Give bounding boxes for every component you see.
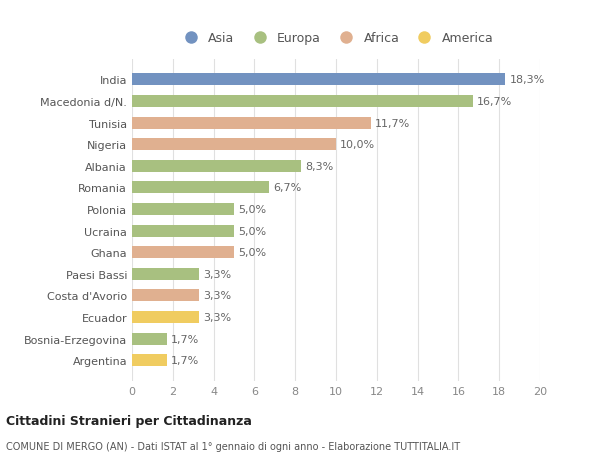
Bar	[132, 311, 199, 323]
Bar	[132, 74, 505, 86]
Bar	[132, 225, 234, 237]
Text: 11,7%: 11,7%	[375, 118, 410, 129]
Text: Cittadini Stranieri per Cittadinanza: Cittadini Stranieri per Cittadinanza	[6, 414, 252, 428]
Bar	[132, 247, 234, 258]
Text: 3,3%: 3,3%	[203, 269, 232, 279]
Text: 8,3%: 8,3%	[305, 162, 334, 171]
Text: 18,3%: 18,3%	[509, 75, 545, 85]
Bar	[132, 268, 199, 280]
Bar	[132, 118, 371, 129]
Text: 5,0%: 5,0%	[238, 205, 266, 214]
Text: 10,0%: 10,0%	[340, 140, 375, 150]
Bar	[132, 204, 234, 215]
Text: COMUNE DI MERGO (AN) - Dati ISTAT al 1° gennaio di ogni anno - Elaborazione TUTT: COMUNE DI MERGO (AN) - Dati ISTAT al 1° …	[6, 441, 460, 451]
Bar	[132, 139, 336, 151]
Bar	[132, 290, 199, 302]
Text: 5,0%: 5,0%	[238, 226, 266, 236]
Bar	[132, 96, 473, 108]
Bar	[132, 354, 167, 366]
Text: 6,7%: 6,7%	[273, 183, 301, 193]
Bar	[132, 333, 167, 345]
Text: 5,0%: 5,0%	[238, 248, 266, 257]
Text: 3,3%: 3,3%	[203, 291, 232, 301]
Text: 16,7%: 16,7%	[477, 97, 512, 107]
Text: 1,7%: 1,7%	[171, 355, 199, 365]
Bar	[132, 182, 269, 194]
Text: 1,7%: 1,7%	[171, 334, 199, 344]
Legend: Asia, Europa, Africa, America: Asia, Europa, Africa, America	[173, 28, 499, 50]
Bar	[132, 161, 301, 173]
Text: 3,3%: 3,3%	[203, 312, 232, 322]
